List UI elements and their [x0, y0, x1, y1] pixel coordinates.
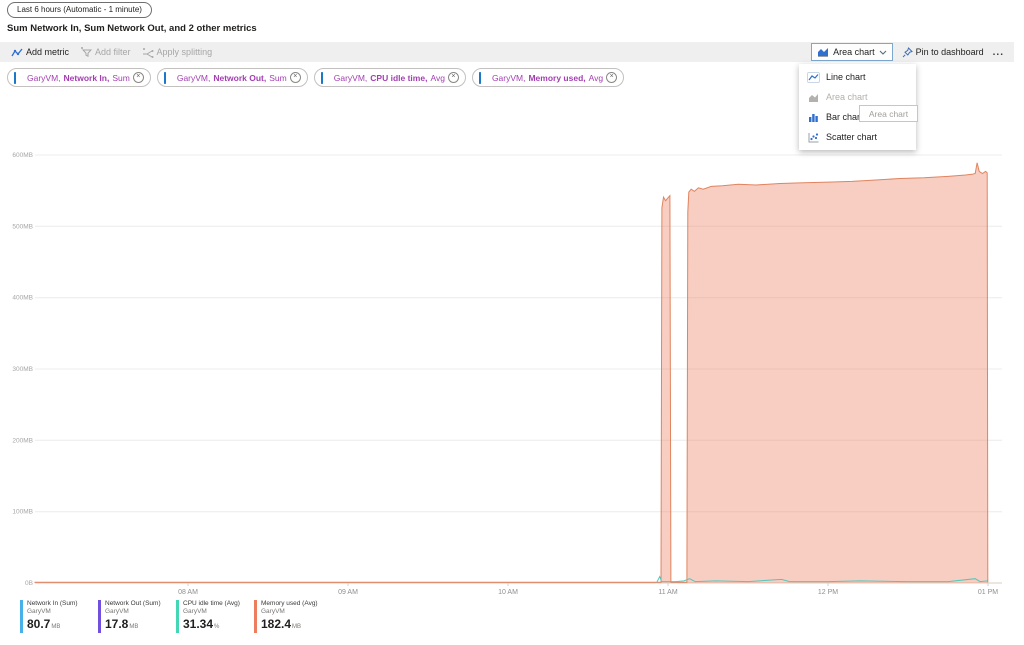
- add-metric-icon: [11, 47, 23, 58]
- scatter-chart-icon: [807, 132, 820, 143]
- legend-network-in[interactable]: Network In (Sum) GaryVM 80.7MB: [20, 600, 94, 633]
- svg-text:10 AM: 10 AM: [498, 589, 518, 596]
- metric-pill-row: GaryVM, Network In, Sum × GaryVM, Networ…: [7, 68, 625, 87]
- svg-text:01 PM: 01 PM: [978, 589, 998, 596]
- add-filter-label: Add filter: [95, 47, 131, 57]
- legend-unit: MB: [129, 624, 139, 630]
- svg-text:11 AM: 11 AM: [658, 589, 677, 596]
- more-commands-button[interactable]: ...: [992, 46, 1004, 58]
- legend-name: Network Out (Sum): [105, 600, 161, 607]
- menu-item-label: Area chart: [826, 92, 868, 102]
- close-icon[interactable]: ×: [132, 72, 144, 83]
- add-metric-button[interactable]: Add metric: [11, 47, 69, 58]
- vm-icon: [320, 71, 331, 84]
- svg-text:600MB: 600MB: [12, 152, 33, 159]
- bar-chart-icon: [807, 112, 820, 123]
- legend-unit: MB: [51, 624, 61, 630]
- vm-icon: [163, 71, 174, 84]
- legend-memory-used[interactable]: Memory used (Avg) GaryVM 182.4MB: [254, 600, 328, 633]
- close-icon[interactable]: ×: [606, 72, 618, 83]
- pill-resource: GaryVM,: [27, 72, 61, 83]
- svg-text:100MB: 100MB: [12, 509, 33, 516]
- apply-splitting-button: Apply splitting: [142, 47, 213, 58]
- legend-resource: GaryVM: [261, 608, 285, 615]
- svg-text:300MB: 300MB: [12, 366, 33, 373]
- add-metric-label: Add metric: [26, 47, 70, 57]
- pin-label: Pin to dashboard: [915, 47, 984, 57]
- menu-item-line-chart[interactable]: Line chart: [799, 67, 916, 87]
- legend-value: 80.7MB: [27, 617, 61, 631]
- metric-pill-memory-used[interactable]: GaryVM, Memory used, Avg ×: [471, 68, 625, 87]
- chart-type-dropdown[interactable]: Area chart: [811, 43, 893, 61]
- svg-text:09 AM: 09 AM: [338, 589, 358, 596]
- pill-resource: GaryVM,: [491, 72, 526, 83]
- vm-icon: [14, 71, 24, 84]
- legend-name: CPU idle time (Avg): [183, 600, 240, 607]
- close-icon[interactable]: ×: [289, 72, 301, 83]
- pill-resource: GaryVM,: [176, 72, 211, 83]
- pill-metric: Memory used,: [528, 72, 586, 83]
- legend-value: 31.34%: [183, 617, 220, 631]
- close-icon[interactable]: ×: [447, 72, 459, 83]
- pill-aggregation: Avg: [588, 72, 604, 83]
- legend-resource: GaryVM: [183, 608, 207, 615]
- filter-icon: [80, 46, 93, 58]
- pill-metric: Network Out,: [213, 72, 267, 83]
- pill-resource: GaryVM,: [333, 72, 368, 83]
- legend-resource: GaryVM: [27, 608, 51, 615]
- legend-value: 17.8MB: [105, 617, 139, 631]
- chevron-down-icon: [879, 50, 887, 55]
- legend-unit: MB: [292, 624, 302, 630]
- legend-cpu-idle[interactable]: CPU idle time (Avg) GaryVM 31.34%: [176, 600, 250, 633]
- chart-type-tooltip: Area chart: [859, 105, 918, 122]
- svg-text:400MB: 400MB: [12, 295, 33, 302]
- pill-metric: Network In,: [63, 72, 110, 83]
- menu-item-area-chart: Area chart: [799, 87, 916, 107]
- vm-icon: [478, 71, 489, 84]
- metric-pill-network-in[interactable]: GaryVM, Network In, Sum ×: [7, 68, 151, 87]
- pill-metric: CPU idle time,: [370, 72, 428, 83]
- pin-icon: [902, 46, 913, 58]
- pill-aggregation: Sum: [112, 72, 130, 83]
- legend-name: Network In (Sum): [27, 600, 78, 607]
- legend-unit: %: [214, 624, 220, 630]
- split-icon: [142, 47, 154, 58]
- legend-network-out[interactable]: Network Out (Sum) GaryVM 17.8MB: [98, 600, 172, 633]
- svg-text:200MB: 200MB: [12, 437, 33, 444]
- menu-item-bar-chart[interactable]: Bar chart: [799, 107, 916, 127]
- svg-text:0B: 0B: [25, 580, 33, 587]
- legend-value: 182.4MB: [261, 617, 302, 631]
- chart-legend: Network In (Sum) GaryVM 80.7MB Network O…: [20, 600, 332, 633]
- menu-item-scatter-chart[interactable]: Scatter chart: [799, 127, 916, 147]
- metric-pill-cpu-idle[interactable]: GaryVM, CPU idle time, Avg ×: [313, 68, 466, 87]
- area-chart-icon: [807, 92, 820, 103]
- pill-aggregation: Sum: [269, 72, 287, 83]
- chart-type-label: Area chart: [833, 47, 875, 57]
- metrics-toolbar: Add metric Add filter Apply splitting Ar…: [0, 42, 1014, 62]
- menu-item-label: Line chart: [826, 72, 866, 82]
- apply-splitting-label: Apply splitting: [156, 47, 213, 57]
- line-chart-icon: [807, 71, 820, 83]
- add-filter-button: Add filter: [80, 46, 131, 58]
- toolbar-right-group: Area chart Pin to dashboard ...: [811, 43, 1004, 61]
- svg-text:12 PM: 12 PM: [818, 589, 838, 596]
- pill-aggregation: Avg: [430, 72, 445, 83]
- menu-item-label: Bar chart: [826, 112, 863, 122]
- legend-resource: GaryVM: [105, 608, 129, 615]
- pin-to-dashboard-button[interactable]: Pin to dashboard: [902, 46, 984, 58]
- chart-title: Sum Network In, Sum Network Out, and 2 o…: [7, 23, 257, 34]
- time-range-picker[interactable]: Last 6 hours (Automatic - 1 minute): [7, 2, 152, 18]
- legend-name: Memory used (Avg): [261, 600, 318, 607]
- menu-item-label: Scatter chart: [826, 132, 878, 142]
- svg-text:08 AM: 08 AM: [178, 589, 198, 596]
- area-chart-icon: [817, 47, 829, 57]
- svg-text:500MB: 500MB: [12, 223, 33, 230]
- metric-pill-network-out[interactable]: GaryVM, Network Out, Sum ×: [156, 68, 308, 87]
